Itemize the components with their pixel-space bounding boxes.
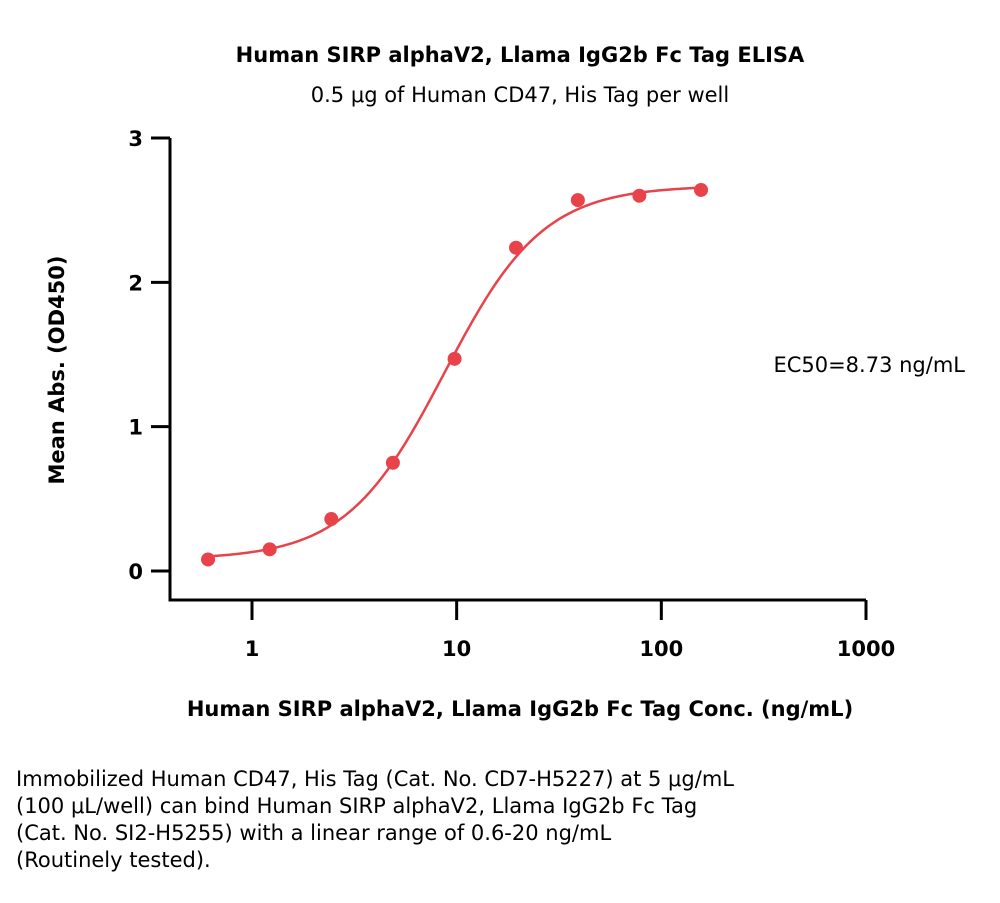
y-tick-label: 3 xyxy=(128,127,143,151)
data-points xyxy=(201,182,709,567)
y-tick-label: 0 xyxy=(128,560,143,584)
x-ticks: 1 10 100 1000 xyxy=(245,600,895,661)
data-point xyxy=(632,188,647,203)
y-ticks: 0 1 2 3 xyxy=(128,127,170,584)
x-axis-label: Human SIRP alphaV2, Llama IgG2b Fc Tag C… xyxy=(187,697,853,721)
data-point xyxy=(694,182,709,197)
y-tick-label: 2 xyxy=(128,271,143,295)
data-point xyxy=(447,351,462,366)
caption-line: (Routinely tested). xyxy=(16,848,211,872)
data-point xyxy=(262,542,277,557)
elisa-chart: Human SIRP alphaV2, Llama IgG2b Fc Tag E… xyxy=(45,43,965,721)
caption-line: (Cat. No. SI2-H5255) with a linear range… xyxy=(16,821,612,845)
x-tick-label: 1000 xyxy=(837,637,895,661)
y-axis-label: Mean Abs. (OD450) xyxy=(45,256,69,485)
chart-title: Human SIRP alphaV2, Llama IgG2b Fc Tag E… xyxy=(236,43,805,67)
data-point xyxy=(201,552,216,567)
data-point xyxy=(509,240,524,255)
axes xyxy=(168,138,866,602)
data-point xyxy=(570,193,585,208)
data-point xyxy=(385,455,400,470)
x-tick-label: 100 xyxy=(639,637,683,661)
figure-caption: Immobilized Human CD47, His Tag (Cat. No… xyxy=(16,766,976,874)
chart-subtitle: 0.5 μg of Human CD47, His Tag per well xyxy=(311,83,729,107)
x-tick-label: 1 xyxy=(245,637,260,661)
y-tick-label: 1 xyxy=(128,416,143,440)
caption-line: (100 μL/well) can bind Human SIRP alphaV… xyxy=(16,794,698,818)
ec50-annotation: EC50=8.73 ng/mL xyxy=(773,353,965,377)
caption-line: Immobilized Human CD47, His Tag (Cat. No… xyxy=(16,767,734,791)
x-tick-label: 10 xyxy=(442,637,471,661)
data-point xyxy=(324,512,339,527)
fit-curve xyxy=(207,186,702,558)
